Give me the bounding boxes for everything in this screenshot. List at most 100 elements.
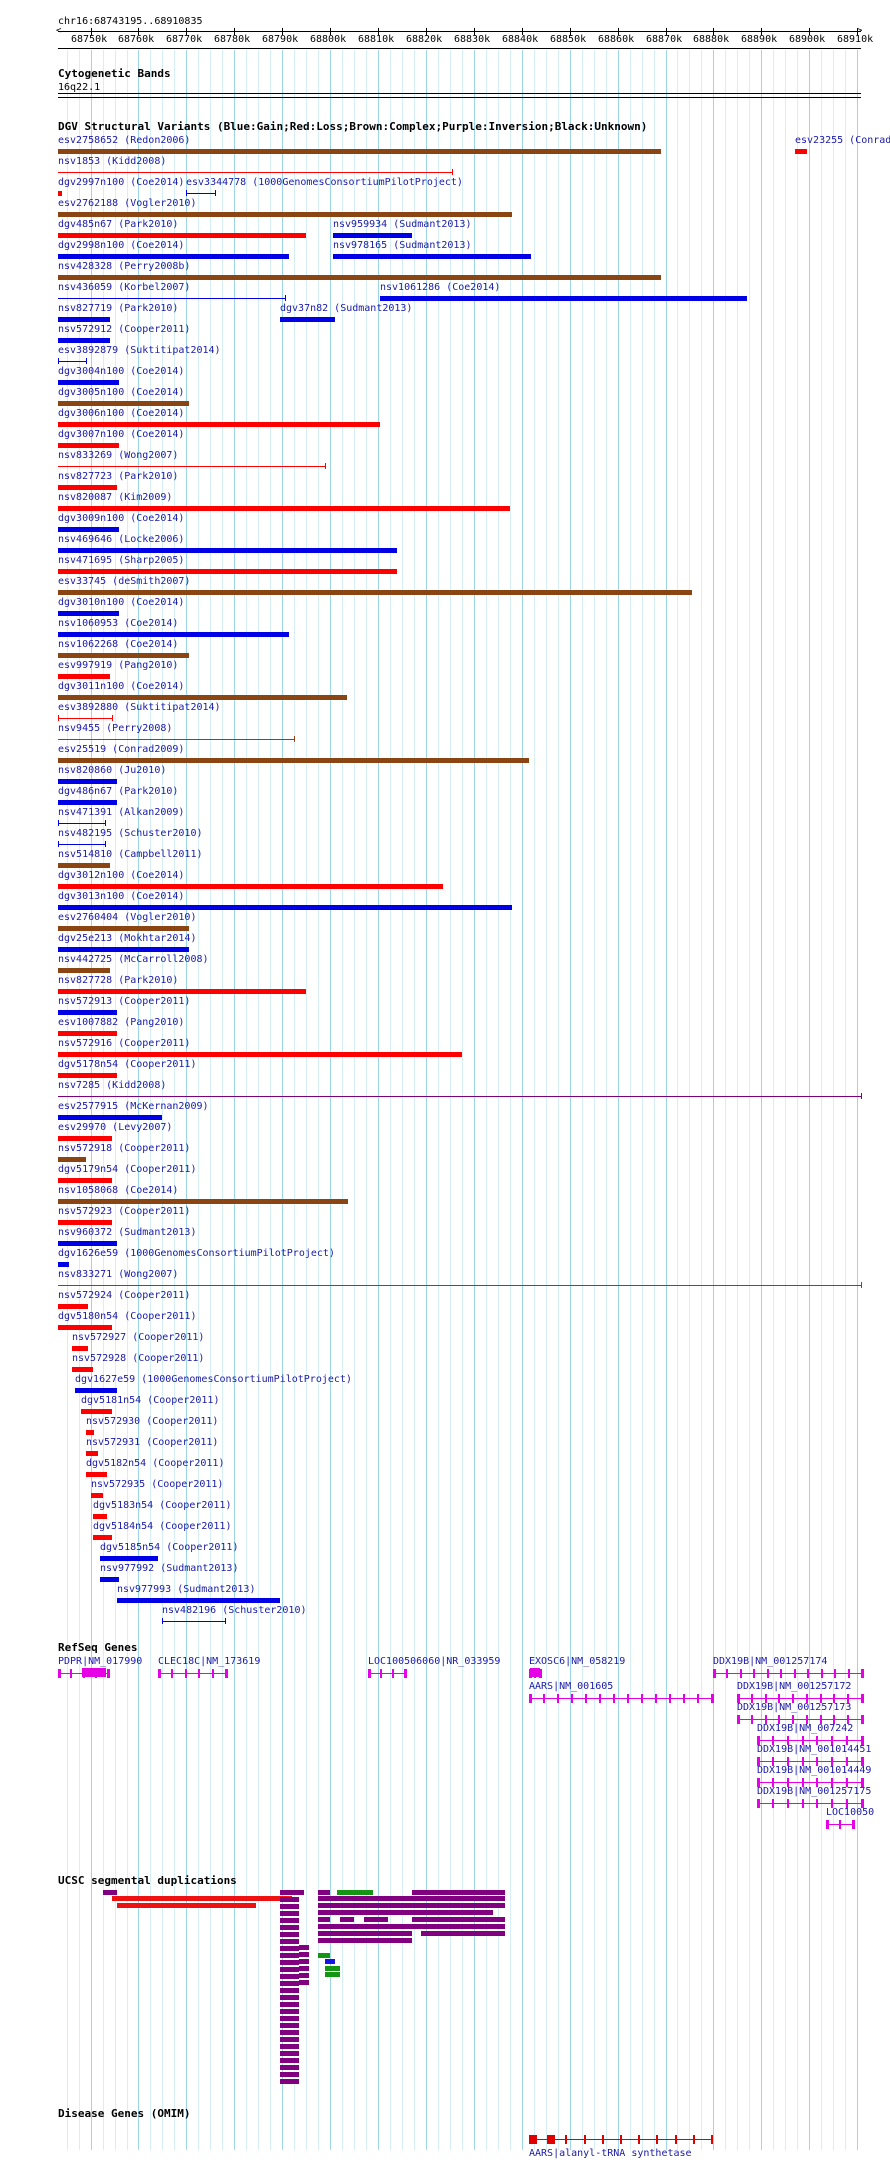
segdup-block xyxy=(318,1890,330,1895)
dgv-variant-label: nsv572923 (Cooper2011) xyxy=(58,1206,191,1217)
grid-line xyxy=(654,50,655,2150)
gene-exon xyxy=(802,1736,804,1745)
omim-exon xyxy=(584,2135,586,2144)
gene-exon xyxy=(820,1715,822,1724)
dgv-variant-bar xyxy=(58,506,510,511)
dgv-variant-label: nsv1853 (Kidd2008) xyxy=(58,156,167,167)
ruler-tick-label: 68800k xyxy=(310,34,347,45)
gene-exon xyxy=(585,1694,587,1703)
gene-exon xyxy=(861,1694,864,1703)
segdup-track-title: UCSC segmental duplications xyxy=(58,1874,237,1887)
dgv-variant-bar xyxy=(58,653,189,658)
gene-label: EXOSC6|NM_058219 xyxy=(529,1656,626,1667)
dgv-variant-label: dgv2998n100 (Coe2014) xyxy=(58,240,185,251)
grid-line xyxy=(67,50,68,2150)
omim-exon xyxy=(711,2135,713,2144)
dgv-variant-label: nsv1062268 (Coe2014) xyxy=(58,639,179,650)
dgv-variant-label: dgv5178n54 (Cooper2011) xyxy=(58,1059,197,1070)
segdup-block xyxy=(280,1897,299,1902)
dgv-variant-label: nsv820860 (Ju2010) xyxy=(58,765,167,776)
ruler-tick-mark xyxy=(522,28,523,35)
gene-exon xyxy=(571,1694,573,1703)
omim-exon xyxy=(547,2135,555,2144)
dgv-variant-label: nsv436059 (Korbel2007) xyxy=(58,282,191,293)
dgv-variant-bar xyxy=(58,212,512,217)
grid-line xyxy=(438,50,439,2150)
dgv-variant-bar xyxy=(58,632,289,637)
grid-line xyxy=(558,50,559,2150)
segdup-block xyxy=(280,1960,299,1965)
ruler-tick-label: 68830k xyxy=(454,34,491,45)
grid-line xyxy=(773,50,774,2150)
omim-exon xyxy=(602,2135,604,2144)
segdup-block xyxy=(421,1931,505,1936)
dgv-variant-label: nsv572931 (Cooper2011) xyxy=(86,1437,219,1448)
segdup-block xyxy=(103,1890,117,1895)
gene-label: LOC10050 xyxy=(826,1807,875,1818)
ruler-tick-label: 68760k xyxy=(118,34,155,45)
gene-exon xyxy=(726,1669,728,1678)
segdup-block xyxy=(299,1973,309,1978)
dgv-variant-label: nsv977993 (Sudmant2013) xyxy=(117,1584,256,1595)
dgv-variant-label: nsv471695 (Sharp2005) xyxy=(58,555,185,566)
dgv-variant-bar xyxy=(58,401,189,406)
segdup-block xyxy=(318,1953,330,1958)
gene-intron-line xyxy=(757,1782,861,1783)
dgv-variant-label: nsv514810 (Campbell2011) xyxy=(58,849,203,860)
segdup-block xyxy=(337,1890,373,1895)
dgv-variant-label: esv2762188 (Vogler2010) xyxy=(58,198,197,209)
cytoband-label: 16q22.1 xyxy=(58,82,101,93)
dgv-variant-label: dgv5182n54 (Cooper2011) xyxy=(86,1458,225,1469)
dgv-variant-label: dgv5180n54 (Cooper2011) xyxy=(58,1311,197,1322)
grid-line xyxy=(138,50,139,2150)
gene-exon xyxy=(861,1778,864,1787)
gene-exon xyxy=(787,1757,789,1766)
gene-exon xyxy=(839,1820,841,1829)
dgv-variant-label: nsv977992 (Sudmant2013) xyxy=(100,1563,239,1574)
ruler-tick-label: 68850k xyxy=(550,34,587,45)
gene-intron-line xyxy=(737,1719,861,1720)
dgv-variant-bar xyxy=(81,1409,112,1414)
omim-exon xyxy=(693,2135,695,2144)
gene-exon xyxy=(757,1736,760,1745)
grid-line xyxy=(701,50,702,2150)
dgv-variant-bar xyxy=(58,275,661,280)
grid-line xyxy=(725,50,726,2150)
dgv-variant-bar xyxy=(58,443,119,448)
gene-exon xyxy=(780,1669,782,1678)
grid-line xyxy=(534,50,535,2150)
ruler-tick-label: 68810k xyxy=(358,34,395,45)
segdup-block xyxy=(318,1917,330,1922)
dgv-variant-bar xyxy=(58,1052,462,1057)
dgv-variant-label: dgv3010n100 (Coe2014) xyxy=(58,597,185,608)
segdup-block xyxy=(280,1946,299,1951)
grid-line xyxy=(462,50,463,2150)
dgv-variant-bar xyxy=(75,1388,117,1393)
ruler-tick-label: 68890k xyxy=(741,34,778,45)
gene-exon xyxy=(212,1669,214,1678)
gene-exon xyxy=(821,1669,823,1678)
dgv-variant-cap xyxy=(86,358,87,364)
ruler-tick-mark xyxy=(282,28,283,35)
dgv-variant-label: nsv7285 (Kidd2008) xyxy=(58,1080,167,1091)
refseq-track-title: RefSeq Genes xyxy=(58,1641,138,1654)
dgv-variant-bar xyxy=(58,338,110,343)
grid-line xyxy=(91,50,92,2150)
dgv-variant-label: nsv959934 (Sudmant2013) xyxy=(333,219,472,230)
dgv-variant-bar xyxy=(380,296,747,301)
gene-exon xyxy=(772,1799,774,1808)
dgv-variant-bar xyxy=(58,1325,112,1330)
dgv-variant-bar xyxy=(58,968,110,973)
gene-exon xyxy=(539,1669,542,1678)
grid-line xyxy=(737,50,738,2150)
grid-line xyxy=(761,50,762,2150)
dgv-variant-bar xyxy=(58,1136,112,1141)
gene-exon xyxy=(58,1669,61,1678)
ruler-tick-mark xyxy=(186,28,187,35)
dgv-variant-label: dgv486n67 (Park2010) xyxy=(58,786,179,797)
grid-line xyxy=(103,50,104,2150)
ruler-tick-label: 68840k xyxy=(502,34,539,45)
dgv-variant-label: dgv3011n100 (Coe2014) xyxy=(58,681,185,692)
dgv-variant-bar xyxy=(86,1430,94,1435)
dgv-variant-label: nsv1061286 (Coe2014) xyxy=(380,282,501,293)
